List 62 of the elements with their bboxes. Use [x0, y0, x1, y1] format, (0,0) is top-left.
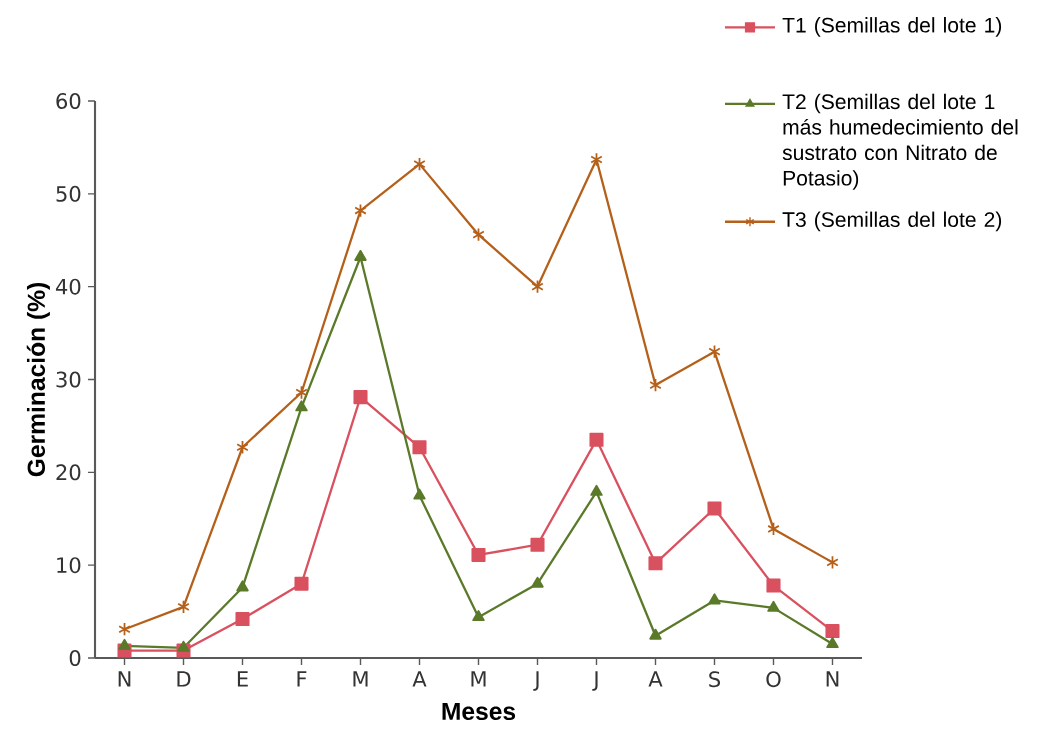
- point: [708, 344, 721, 359]
- point: [648, 556, 663, 571]
- x-tick-label: M: [471, 671, 486, 687]
- point: [412, 440, 427, 455]
- point: [354, 249, 367, 261]
- x-tick-label: E: [237, 671, 248, 687]
- y-tick-label: 20: [56, 464, 81, 481]
- x-tick-label: M: [353, 671, 368, 687]
- point: [531, 279, 544, 294]
- point: [707, 501, 722, 516]
- x-tick-label: D: [177, 671, 191, 687]
- x-axis-title: Meses: [442, 702, 516, 721]
- point: [531, 576, 544, 588]
- point: [294, 576, 309, 591]
- point: [295, 385, 308, 400]
- point: [235, 611, 250, 627]
- point: [590, 484, 603, 496]
- x-tick-label: N: [118, 671, 131, 687]
- point: [118, 638, 131, 650]
- point: [471, 547, 486, 562]
- point: [177, 599, 190, 614]
- point: [826, 555, 839, 570]
- y-tick-label: 0: [69, 650, 81, 666]
- point: [767, 521, 780, 536]
- x-tick-label: A: [648, 671, 663, 687]
- point: [236, 440, 249, 455]
- point: [530, 537, 545, 552]
- x-tick-label: F: [297, 671, 307, 687]
- x-tick-label: A: [412, 671, 427, 687]
- y-tick-label: 30: [56, 371, 81, 388]
- y-tick-label: 50: [56, 185, 81, 202]
- point: [177, 640, 190, 652]
- point: [472, 227, 485, 242]
- x-tick-label: O: [766, 671, 781, 688]
- point: [649, 628, 662, 640]
- x-tick-label: J: [592, 671, 598, 691]
- y-tick-label: 40: [55, 278, 81, 295]
- point: [236, 580, 249, 592]
- legend-label: T2 (Semillas del lote 1 más humedecimiento del sustrato con Nitrato de Potasio): [782, 93, 1018, 190]
- point: [413, 488, 426, 500]
- x-tick-label: N: [826, 671, 839, 687]
- x-tick-label: J: [533, 671, 539, 691]
- legend-label: T1 (Semillas del lote 1): [782, 17, 1002, 37]
- point: [767, 600, 780, 612]
- legend-label: T3 (Semillas del lote 2): [782, 211, 1002, 232]
- y-axis-title: Germinación (%): [26, 283, 50, 477]
- point: [353, 390, 368, 405]
- point: [590, 152, 603, 167]
- point: [472, 610, 485, 622]
- x-tick-label: S: [709, 671, 721, 688]
- point: [118, 622, 131, 637]
- point: [354, 203, 367, 218]
- point: [766, 578, 781, 593]
- point: [708, 593, 721, 605]
- point: [589, 432, 604, 447]
- y-tick-label: 60: [56, 93, 81, 109]
- point: [295, 400, 308, 412]
- point: [413, 157, 426, 172]
- point: [825, 624, 840, 639]
- point: [649, 378, 662, 393]
- y-tick-label: 10: [57, 557, 81, 574]
- point: [826, 637, 839, 649]
